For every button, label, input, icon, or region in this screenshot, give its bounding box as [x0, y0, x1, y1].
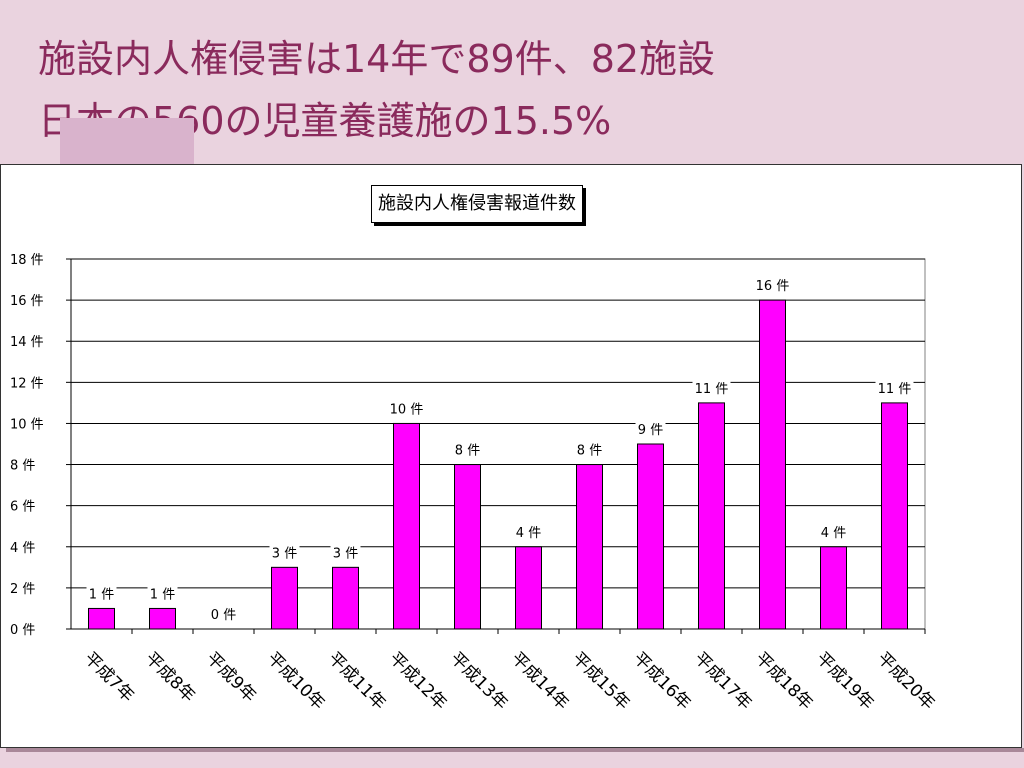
x-tick-label: 平成14年 — [507, 648, 573, 714]
x-tick-label: 平成11年 — [324, 648, 390, 714]
bar — [271, 566, 298, 630]
slide-title: 施設内人権侵害は14年で89件、82施設 日本の560の児童養護施の15.5% — [38, 28, 998, 152]
data-label: 8 件 — [577, 444, 602, 459]
bar — [454, 464, 481, 630]
chart-title: 施設内人権侵害報道件数 — [371, 185, 583, 223]
x-tick-label: 平成9年 — [202, 648, 260, 706]
y-tick-label: 14 件 — [10, 335, 44, 350]
x-tick-label: 平成17年 — [690, 648, 756, 714]
x-tick-label: 平成7年 — [80, 648, 138, 706]
y-tick-label: 16 件 — [10, 294, 44, 309]
x-tick-label: 平成15年 — [568, 648, 634, 714]
bar — [88, 607, 115, 630]
bar — [698, 402, 725, 630]
bar — [149, 607, 176, 630]
bar — [637, 443, 664, 630]
data-label-bg — [875, 379, 914, 397]
slide-title-line1: 施設内人権侵害は14年で89件、82施設 — [38, 37, 716, 81]
y-tick-label: 10 件 — [10, 417, 44, 432]
x-tick-label: 平成8年 — [141, 648, 199, 706]
x-tick-label: 平成13年 — [446, 648, 512, 714]
bar — [759, 299, 786, 630]
bar — [820, 546, 847, 630]
data-label-bg — [86, 585, 117, 603]
data-label-bg — [574, 441, 605, 459]
bar — [515, 546, 542, 630]
bar — [393, 422, 420, 630]
data-label-bg — [452, 441, 483, 459]
data-label: 10 件 — [390, 402, 424, 417]
y-tick-label: 4 件 — [10, 541, 35, 556]
y-tick-label: 8 件 — [10, 459, 35, 474]
data-label-bg — [208, 606, 239, 623]
bar-chart: 0 件 2 件 4 件 6 件 8 件 10 件 12 件 14 件 16 件 18 件 1 件平成… — [10, 253, 939, 714]
accent-block — [60, 118, 194, 164]
y-tick-label: 0 件 — [10, 623, 35, 638]
data-label: 4 件 — [821, 526, 846, 541]
frame-shadow — [6, 748, 1024, 752]
y-tick-label: 6 件 — [10, 500, 35, 515]
x-tick-label: 平成12年 — [385, 648, 451, 714]
data-label-bg — [513, 523, 544, 541]
x-tick-label: 平成19年 — [812, 648, 878, 714]
data-label-bg — [387, 400, 426, 418]
data-label: 16 件 — [756, 279, 790, 294]
data-label: 3 件 — [272, 546, 297, 561]
data-label-bg — [269, 544, 300, 562]
data-label-bg — [147, 585, 178, 603]
bar — [332, 566, 359, 630]
data-label-bg — [818, 523, 849, 541]
x-tick-label: 平成10年 — [263, 648, 329, 714]
bar — [576, 464, 603, 630]
y-tick-label: 18 件 — [10, 253, 44, 268]
data-label: 3 件 — [333, 546, 358, 561]
y-tick-label: 2 件 — [10, 582, 35, 597]
data-label-bg — [753, 277, 792, 295]
data-label: 0 件 — [211, 608, 236, 623]
data-label-bg — [635, 421, 666, 438]
data-label: 11 件 — [695, 382, 729, 397]
chart-frame: 0 件 2 件 4 件 6 件 8 件 10 件 12 件 14 件 16 件 18 件 1 件平成… — [0, 164, 1022, 748]
x-tick-label: 平成18年 — [751, 648, 817, 714]
x-tick-label: 平成16年 — [629, 648, 695, 714]
data-label: 1 件 — [150, 587, 175, 602]
data-label: 11 件 — [878, 382, 912, 397]
data-label-bg — [330, 544, 361, 562]
bar — [881, 402, 908, 630]
data-label: 8 件 — [455, 444, 480, 459]
data-label: 9 件 — [638, 423, 663, 438]
x-tick-label: 平成20年 — [873, 648, 939, 714]
data-label: 4 件 — [516, 526, 541, 541]
data-label-bg — [692, 379, 731, 397]
plot-area — [70, 258, 926, 630]
data-label: 1 件 — [89, 587, 114, 602]
y-tick-label: 12 件 — [10, 376, 44, 391]
